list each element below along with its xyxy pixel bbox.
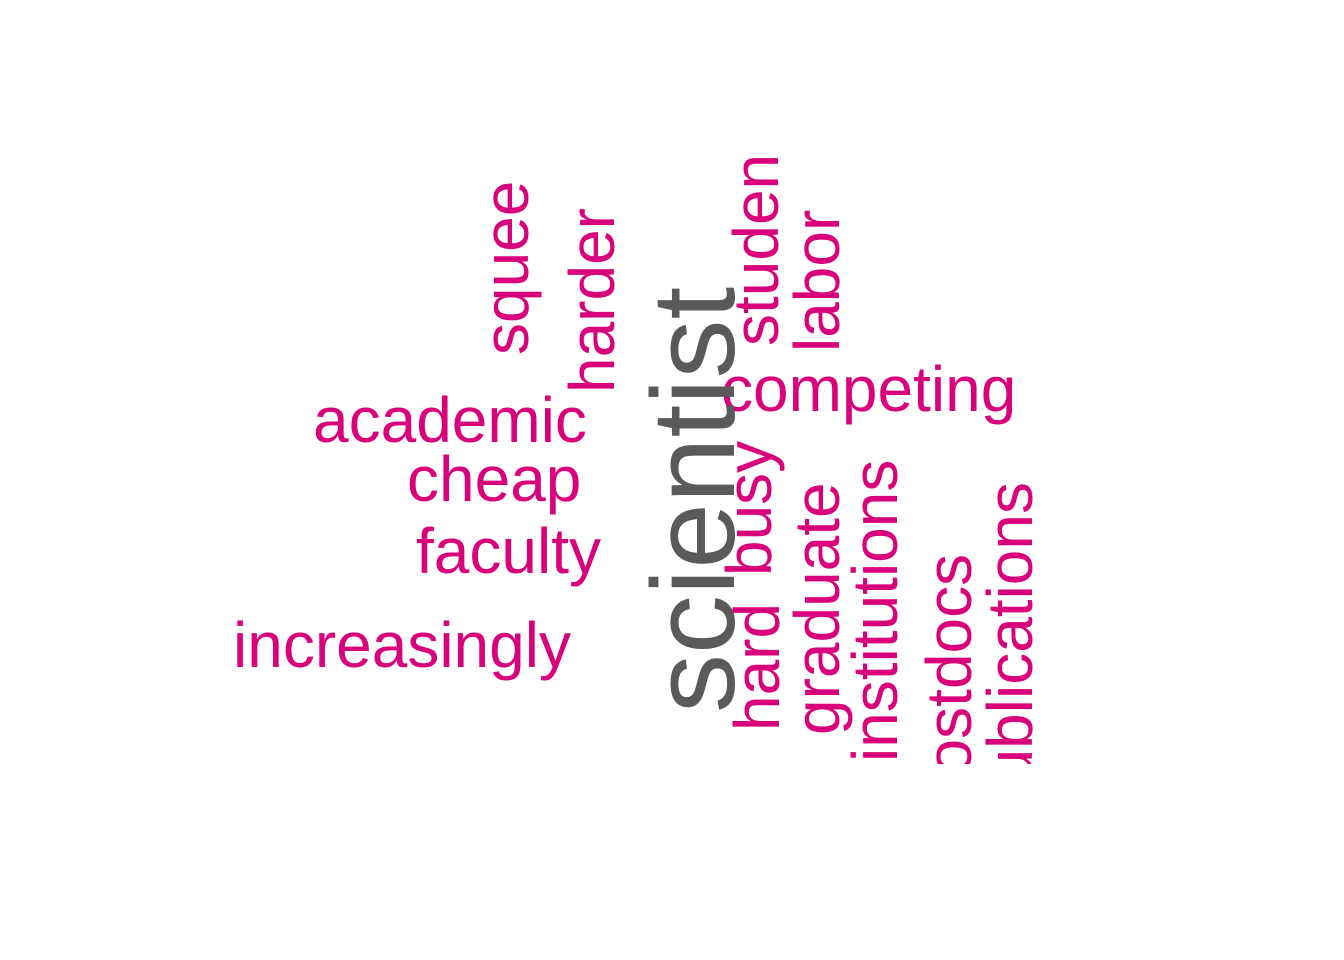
word-busy: busy (713, 440, 785, 576)
clip-publications: publications (960, 460, 1060, 764)
word-cheap: cheap (407, 443, 582, 515)
word-harder: harder (556, 208, 628, 393)
word-faculty: faculty (416, 515, 601, 587)
word-academic: academic (313, 384, 587, 456)
word-studen: studen (720, 157, 792, 346)
word-squee: squee (470, 180, 542, 355)
word-hard: hard (721, 602, 793, 731)
word-increasingly: increasingly (233, 609, 571, 681)
word-publications: publications (974, 482, 1046, 764)
word-competing: competing (721, 353, 1017, 425)
clip-studen: studen (700, 157, 800, 352)
clip-squee: squee (460, 157, 560, 362)
